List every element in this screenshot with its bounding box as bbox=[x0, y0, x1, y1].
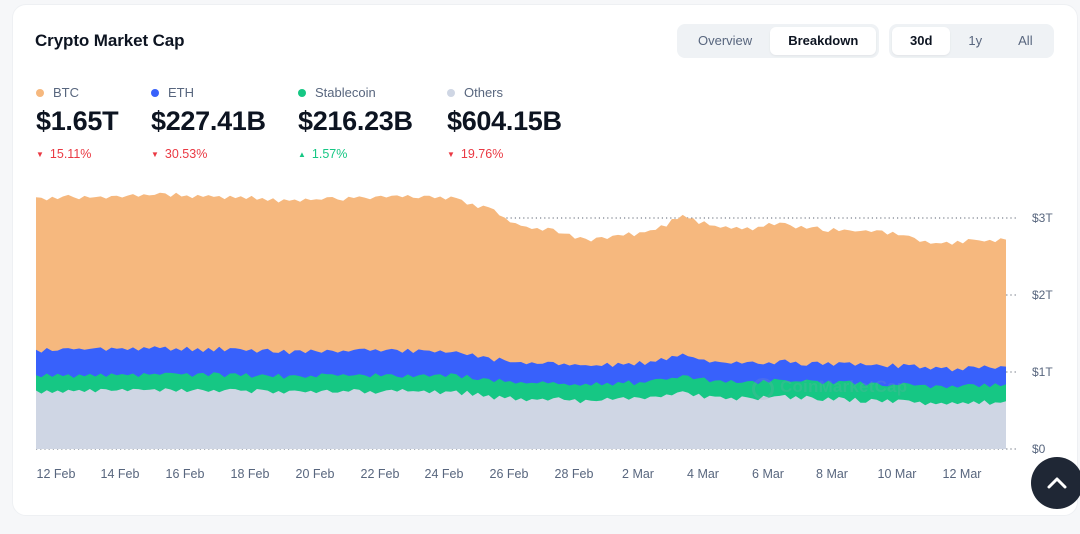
stat-value: $1.65T bbox=[36, 106, 119, 136]
stat-value: $604.15B bbox=[447, 106, 562, 136]
x-tick-label: 10 Mar bbox=[878, 467, 917, 481]
range-all[interactable]: All bbox=[1018, 33, 1033, 48]
caret-down-icon: ▼ bbox=[36, 149, 44, 159]
caret-down-icon: ▼ bbox=[151, 149, 159, 159]
tab-breakdown[interactable]: Breakdown bbox=[770, 27, 877, 55]
stat-label: Others bbox=[464, 85, 504, 100]
x-tick-label: 12 Mar bbox=[943, 467, 982, 481]
stat-change: 30.53% bbox=[164, 147, 208, 161]
scroll-to-top-button[interactable] bbox=[1031, 457, 1080, 509]
x-tick-label: 8 Mar bbox=[816, 467, 848, 481]
x-tick-label: 20 Feb bbox=[296, 467, 335, 481]
others-legend-dot bbox=[447, 88, 455, 97]
x-tick-label: 26 Feb bbox=[490, 467, 529, 481]
x-tick-label: 24 Feb bbox=[425, 467, 464, 481]
stat-label: BTC bbox=[53, 85, 79, 100]
stat-change: 15.11% bbox=[49, 147, 92, 161]
stat-change: 1.57% bbox=[311, 147, 348, 161]
y-tick-label: $0 bbox=[1032, 442, 1046, 456]
tab-overview[interactable]: Overview bbox=[698, 33, 753, 48]
range-toggle: 30d 1y All bbox=[889, 24, 1054, 58]
caret-down-icon: ▼ bbox=[447, 149, 455, 159]
card-title: Crypto Market Cap bbox=[35, 31, 185, 50]
stat-others: Others $604.15B ▼ 19.76% bbox=[447, 85, 562, 161]
caret-up-icon: ▲ bbox=[298, 149, 306, 159]
x-tick-label: 4 Mar bbox=[687, 467, 719, 481]
x-tick-label: 18 Feb bbox=[231, 467, 270, 481]
range-30d[interactable]: 30d bbox=[892, 27, 951, 55]
btc-legend-dot bbox=[36, 88, 44, 97]
x-tick-label: 22 Feb bbox=[361, 467, 400, 481]
x-tick-label: 14 Feb bbox=[101, 467, 140, 481]
x-tick-label: 2 Mar bbox=[622, 467, 654, 481]
stat-label: ETH bbox=[168, 85, 194, 100]
x-tick-label: 12 Feb bbox=[37, 467, 76, 481]
stat-value: $227.41B bbox=[151, 106, 266, 136]
x-tick-label: 16 Feb bbox=[166, 467, 205, 481]
y-tick-label: $3T bbox=[1032, 211, 1053, 225]
y-tick-label: $2T bbox=[1032, 288, 1053, 302]
stat-stablecoin: Stablecoin $216.23B ▲ 1.57% bbox=[298, 85, 413, 161]
x-tick-label: 28 Feb bbox=[555, 467, 594, 481]
y-tick-label: $1T bbox=[1032, 365, 1053, 379]
x-tick-label: 6 Mar bbox=[752, 467, 784, 481]
range-1y[interactable]: 1y bbox=[968, 33, 983, 48]
watermark: CoinMarketCap bbox=[780, 377, 908, 396]
stablecoin-legend-dot bbox=[298, 88, 306, 97]
chevron-up-icon bbox=[1047, 477, 1067, 489]
area-others[interactable] bbox=[36, 388, 1006, 449]
view-toggle: Overview Breakdown bbox=[677, 24, 880, 58]
stat-btc: BTC $1.65T ▼ 15.11% bbox=[36, 85, 119, 161]
stat-label: Stablecoin bbox=[315, 85, 376, 100]
stat-value: $216.23B bbox=[298, 106, 413, 136]
stat-eth: ETH $227.41B ▼ 30.53% bbox=[151, 85, 266, 161]
eth-legend-dot bbox=[151, 88, 159, 97]
coinmarketcap-logo-icon bbox=[752, 378, 774, 400]
stat-change: 19.76% bbox=[460, 147, 504, 161]
